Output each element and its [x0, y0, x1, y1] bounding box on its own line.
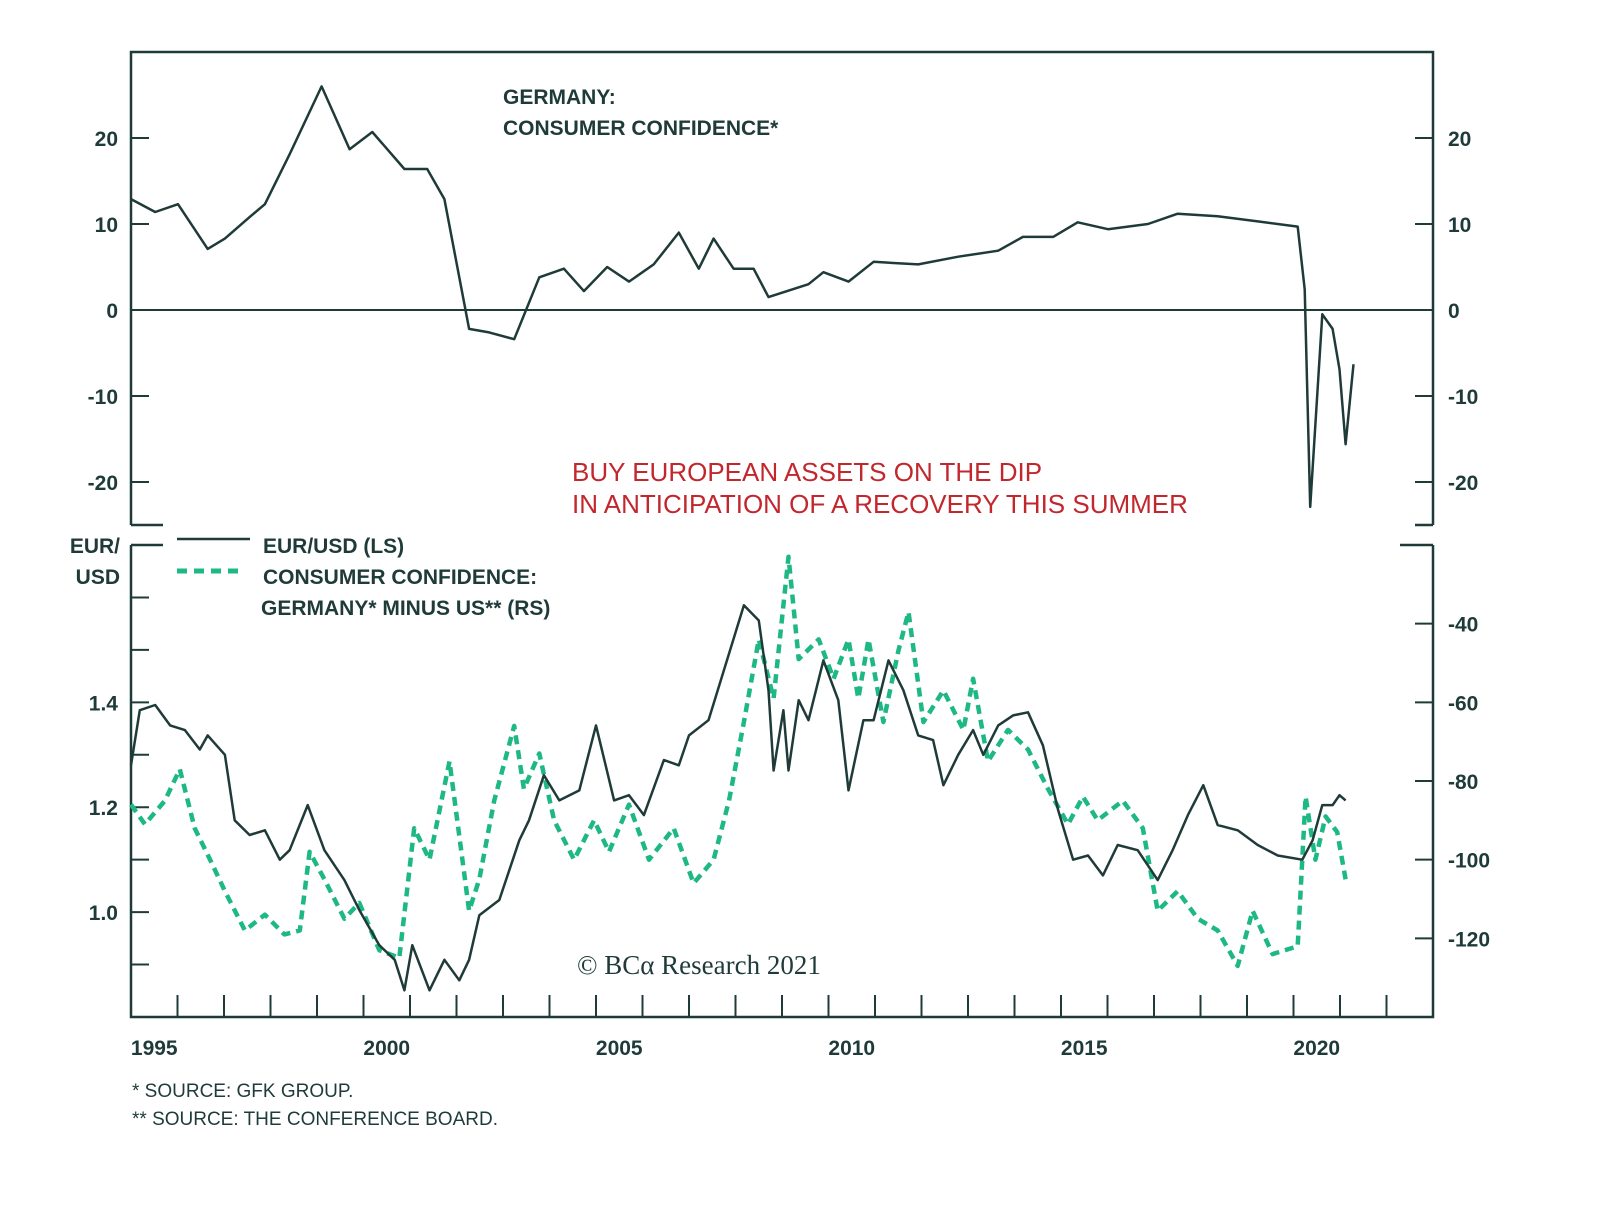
- y-tick-label-right: -40: [1448, 614, 1478, 637]
- annotation-line1: BUY EUROPEAN ASSETS ON THE DIP: [572, 457, 1042, 487]
- y-tick-label-right: -10: [1448, 386, 1478, 409]
- y-tick-label-left: 10: [95, 214, 118, 237]
- top-title-line2: CONSUMER CONFIDENCE*: [503, 117, 779, 140]
- y-tick-label-right: -100: [1448, 850, 1490, 873]
- top-title-line1: GERMANY:: [503, 86, 616, 109]
- x-tick-label: 2000: [363, 1037, 410, 1060]
- y-tick-label-right: -120: [1448, 928, 1490, 951]
- footnote-2: ** SOURCE: THE CONFERENCE BOARD.: [132, 1109, 498, 1130]
- x-tick-label: 2010: [828, 1037, 875, 1060]
- y-tick-label-left: 0: [106, 300, 118, 323]
- x-tick-label: 1995: [131, 1037, 178, 1060]
- left-axis-unit-line1: EUR/: [70, 535, 120, 558]
- y-tick-label-right: -80: [1448, 771, 1478, 794]
- x-tick-label: 2005: [596, 1037, 643, 1060]
- y-tick-label-right: 20: [1448, 128, 1471, 151]
- top-panel-frame: [129, 50, 1435, 525]
- y-tick-label-left: 20: [95, 128, 118, 151]
- left-axis-unit-line2: USD: [76, 566, 120, 589]
- y-tick-label-right: -20: [1448, 472, 1478, 495]
- y-tick-label-left: 1.2: [89, 797, 118, 820]
- footnote-1: * SOURCE: GFK GROUP.: [132, 1081, 353, 1102]
- annotation-line2: IN ANTICIPATION OF A RECOVERY THIS SUMME…: [572, 489, 1188, 519]
- x-tick-label: 2020: [1293, 1037, 1340, 1060]
- legend-label-confidence-line2: GERMANY* MINUS US** (RS): [261, 597, 550, 620]
- y-tick-label-left: -20: [88, 472, 118, 495]
- legend-label-confidence-line1: CONSUMER CONFIDENCE:: [263, 566, 537, 589]
- y-tick-label-right: -60: [1448, 692, 1478, 715]
- y-tick-label-left: -10: [88, 386, 118, 409]
- y-tick-label-left: 1.4: [89, 692, 119, 715]
- copyright-watermark: © BCα Research 2021: [577, 950, 821, 980]
- x-tick-label: 2015: [1061, 1037, 1108, 1060]
- series-line-eurusd: [129, 604, 1347, 992]
- y-tick-label-right: 10: [1448, 214, 1471, 237]
- y-tick-label-right: 0: [1448, 300, 1460, 323]
- y-tick-label-left: 1.0: [89, 902, 118, 925]
- series-line-germany-confidence: [130, 85, 1355, 509]
- legend-label-eurusd: EUR/USD (LS): [263, 535, 404, 558]
